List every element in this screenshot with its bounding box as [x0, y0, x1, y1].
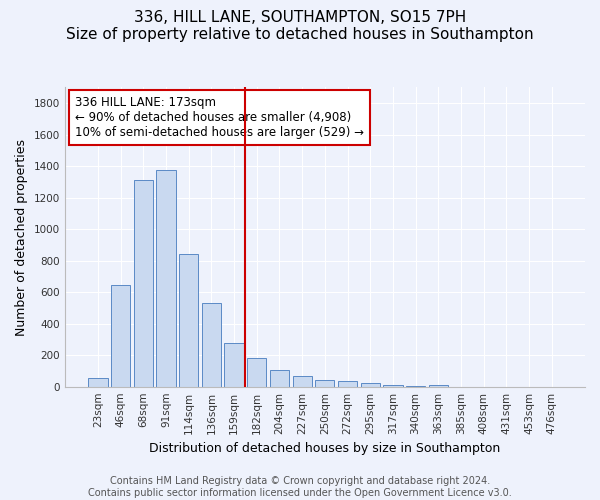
Bar [247, 358, 266, 386]
Bar [383, 385, 403, 386]
Bar [202, 303, 221, 386]
Bar [293, 376, 312, 386]
Bar [224, 344, 244, 386]
Bar [315, 380, 334, 386]
Bar [111, 285, 130, 386]
Bar [157, 170, 176, 386]
Bar [428, 385, 448, 386]
Bar [361, 382, 380, 386]
Y-axis label: Number of detached properties: Number of detached properties [15, 138, 28, 336]
Bar [338, 381, 357, 386]
Text: 336 HILL LANE: 173sqm
← 90% of detached houses are smaller (4,908)
10% of semi-d: 336 HILL LANE: 173sqm ← 90% of detached … [75, 96, 364, 140]
Bar [88, 378, 107, 386]
Bar [134, 180, 153, 386]
Bar [179, 254, 199, 386]
Text: Contains HM Land Registry data © Crown copyright and database right 2024.
Contai: Contains HM Land Registry data © Crown c… [88, 476, 512, 498]
Bar [270, 370, 289, 386]
Text: 336, HILL LANE, SOUTHAMPTON, SO15 7PH
Size of property relative to detached hous: 336, HILL LANE, SOUTHAMPTON, SO15 7PH Si… [66, 10, 534, 42]
X-axis label: Distribution of detached houses by size in Southampton: Distribution of detached houses by size … [149, 442, 500, 455]
